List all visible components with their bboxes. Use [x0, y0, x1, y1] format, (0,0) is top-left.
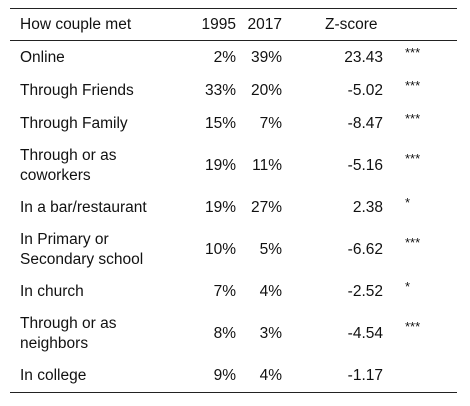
row-1995-value: 15%	[204, 114, 236, 132]
row-significance: ***	[405, 319, 421, 334]
row-label: Through or as coworkers	[20, 146, 117, 184]
bottom-rule	[10, 392, 457, 393]
row-2017-value: 3%	[259, 324, 282, 342]
table-row: In a bar/restaurant 19% 27% 2.38 *	[10, 191, 457, 224]
row-2017-value: 5%	[259, 240, 282, 258]
row-2017-value: 11%	[252, 156, 282, 174]
row-1995-value: 7%	[213, 282, 236, 300]
header-rule	[10, 40, 457, 41]
row-1995-value: 33%	[204, 81, 236, 99]
row-label: Online	[20, 48, 65, 66]
row-significance	[385, 359, 457, 364]
row-label: Through Friends	[20, 81, 134, 99]
row-1995-value: 2%	[213, 48, 236, 66]
row-z-score: -2.52	[347, 282, 383, 300]
row-2017-value: 4%	[259, 366, 282, 384]
row-1995-value: 19%	[204, 198, 236, 216]
table-header-row: How couple met 1995 2017 Z-score	[10, 9, 457, 40]
table-row: Online 2% 39% 23.43 ***	[10, 41, 457, 74]
row-significance: *	[405, 279, 411, 294]
table-row: In college 9% 4% -1.17	[10, 359, 457, 392]
row-label: In Primary or Secondary school	[20, 230, 144, 268]
row-significance: *	[405, 195, 411, 210]
row-z-score: -6.62	[347, 240, 383, 258]
row-label: Through Family	[20, 114, 128, 132]
row-z-score: 2.38	[352, 198, 383, 216]
row-2017-value: 7%	[259, 114, 282, 132]
header-z-score: Z-score	[325, 15, 378, 33]
table-row: Through or as coworkers 19% 11% -5.16 **…	[10, 140, 457, 191]
row-z-score: -5.02	[347, 81, 383, 99]
row-z-score: -8.47	[347, 114, 383, 132]
table-row: Through Family 15% 7% -8.47 ***	[10, 107, 457, 140]
row-z-score: 23.43	[344, 48, 383, 66]
row-label: In college	[20, 366, 87, 384]
row-2017-value: 39%	[250, 48, 282, 66]
row-1995-value: 19%	[204, 156, 236, 174]
row-significance: ***	[405, 111, 421, 126]
row-1995-value: 10%	[204, 240, 236, 258]
table-row: Through or as neighbors 8% 3% -4.54 ***	[10, 308, 457, 359]
row-z-score: -4.54	[347, 324, 383, 342]
table-row: Through Friends 33% 20% -5.02 ***	[10, 74, 457, 107]
row-label: In a bar/restaurant	[20, 198, 147, 216]
top-rule	[10, 8, 457, 9]
row-label: Through or as neighbors	[20, 314, 117, 352]
header-1995: 1995	[201, 15, 236, 33]
row-significance: ***	[405, 78, 421, 93]
how-couple-met-table: How couple met 1995 2017 Z-score Online …	[10, 8, 457, 393]
row-2017-value: 20%	[250, 81, 282, 99]
table-row: In Primary or Secondary school 10% 5% -6…	[10, 224, 457, 275]
row-label: In church	[20, 282, 84, 300]
row-significance: ***	[405, 151, 421, 166]
row-z-score: -1.17	[347, 366, 383, 384]
row-2017-value: 27%	[250, 198, 282, 216]
row-2017-value: 4%	[259, 282, 282, 300]
header-2017: 2017	[247, 15, 282, 33]
table-row: In church 7% 4% -2.52 *	[10, 275, 457, 308]
row-significance: ***	[405, 235, 421, 250]
row-1995-value: 9%	[213, 366, 236, 384]
row-significance: ***	[405, 45, 421, 60]
header-how-couple-met: How couple met	[20, 15, 132, 33]
row-z-score: -5.16	[347, 156, 383, 174]
row-1995-value: 8%	[213, 324, 236, 342]
